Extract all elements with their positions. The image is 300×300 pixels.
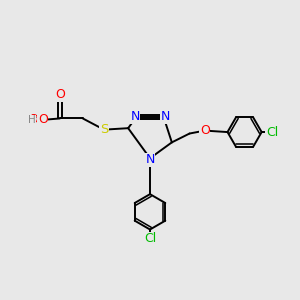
Text: N: N <box>160 110 170 123</box>
Text: N: N <box>145 153 155 166</box>
Text: S: S <box>100 123 108 136</box>
Text: Cl: Cl <box>144 232 156 245</box>
Text: N: N <box>130 110 140 123</box>
Text: O: O <box>21 112 39 126</box>
Text: Cl: Cl <box>266 126 278 139</box>
Text: H: H <box>31 114 39 124</box>
Text: O: O <box>55 88 65 101</box>
Text: O: O <box>38 113 48 126</box>
Text: H: H <box>28 115 36 125</box>
Text: O: O <box>200 124 210 137</box>
